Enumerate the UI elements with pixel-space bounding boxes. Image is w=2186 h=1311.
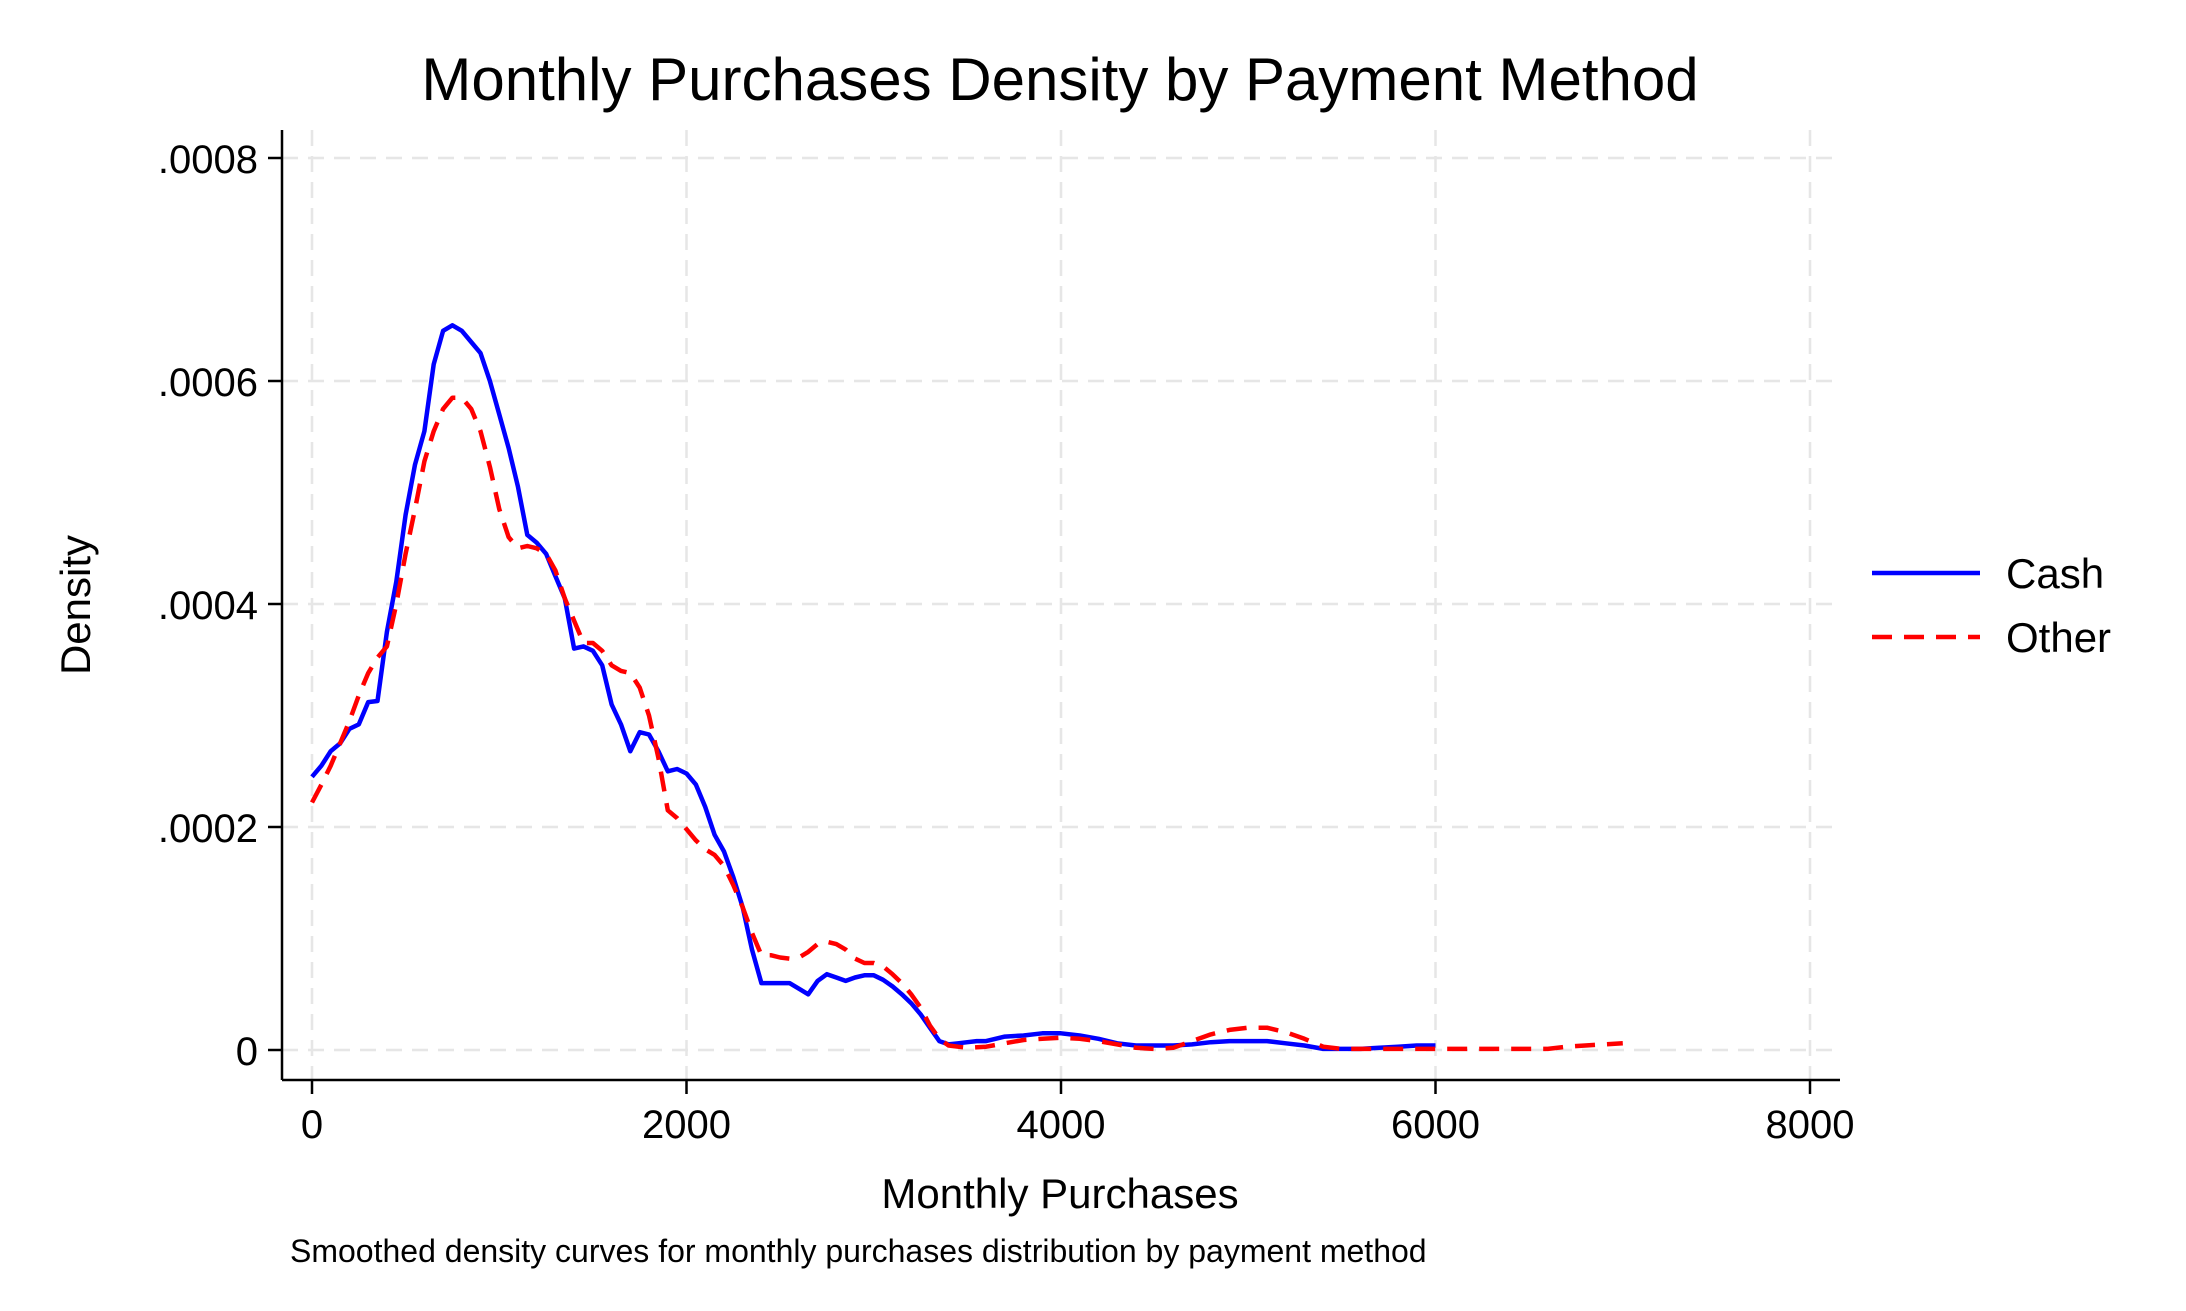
y-ticks: 0 .0002 .0004 .0006 .0008 bbox=[158, 138, 282, 1074]
x-tick-label: 0 bbox=[301, 1103, 323, 1147]
legend: Cash Other bbox=[1872, 550, 2111, 661]
data-series bbox=[310, 323, 1623, 1052]
series-line-other bbox=[310, 395, 1623, 1052]
x-tick-label: 2000 bbox=[642, 1103, 731, 1147]
x-ticks: 0 2000 4000 6000 8000 bbox=[301, 1080, 1855, 1147]
y-axis-label: Density bbox=[52, 535, 99, 675]
chart-title: Monthly Purchases Density by Payment Met… bbox=[421, 46, 1698, 113]
x-tick-label: 4000 bbox=[1017, 1103, 1106, 1147]
legend-label-cash: Cash bbox=[2006, 550, 2104, 597]
x-axis-label: Monthly Purchases bbox=[881, 1170, 1238, 1217]
x-tick-label: 8000 bbox=[1766, 1103, 1855, 1147]
y-tick-label: .0002 bbox=[158, 807, 258, 851]
y-tick-label: .0004 bbox=[158, 584, 258, 628]
y-tick-label: .0008 bbox=[158, 138, 258, 182]
y-tick-label: .0006 bbox=[158, 361, 258, 405]
y-tick-label: 0 bbox=[236, 1030, 258, 1074]
chart-note: Smoothed density curves for monthly purc… bbox=[290, 1233, 1427, 1269]
legend-label-other: Other bbox=[2006, 614, 2111, 661]
series-line-cash bbox=[310, 323, 1436, 1052]
grid-lines bbox=[282, 130, 1840, 1080]
x-tick-label: 6000 bbox=[1391, 1103, 1480, 1147]
